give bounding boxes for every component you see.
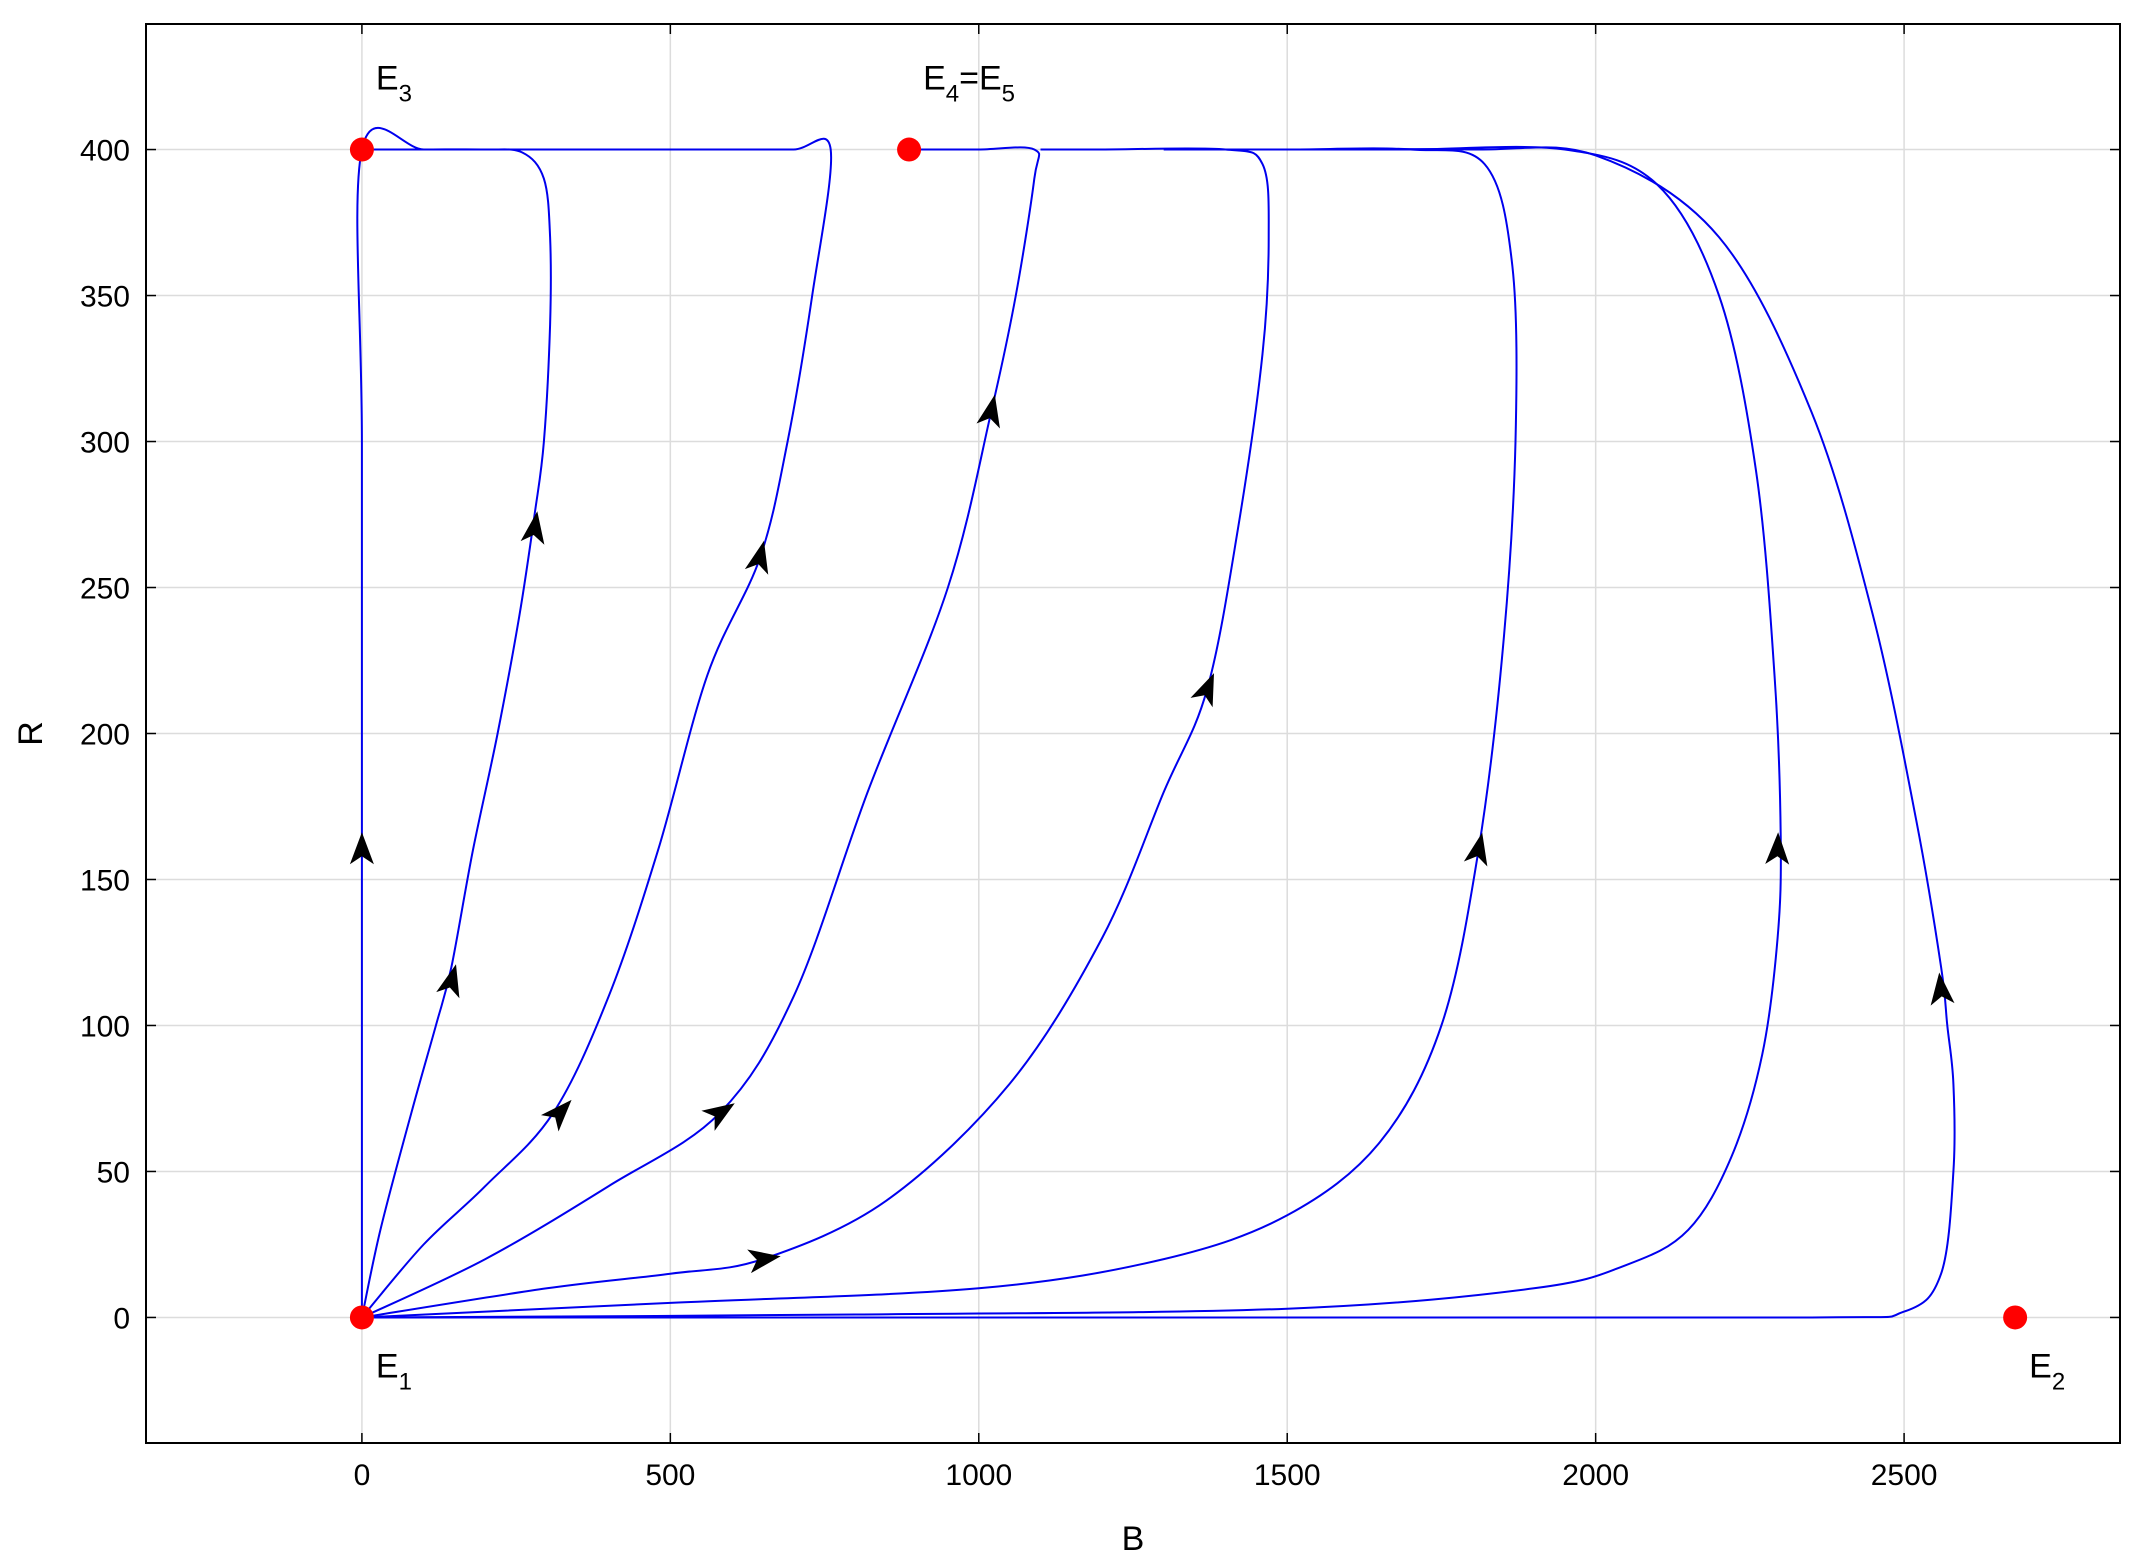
y-tick-label: 300 bbox=[80, 427, 130, 460]
trajectory-line bbox=[361, 147, 1518, 1319]
equilibrium-label: E1 bbox=[376, 1347, 412, 1395]
equilibrium-label: E2 bbox=[2029, 1347, 2065, 1395]
x-tick-label: 2500 bbox=[1871, 1459, 1938, 1492]
direction-arrow bbox=[436, 964, 460, 999]
direction-arrow bbox=[747, 1249, 781, 1274]
trajectory-line bbox=[361, 146, 1041, 1319]
trajectory-series bbox=[356, 126, 1956, 1319]
x-tick-label: 0 bbox=[354, 1459, 371, 1492]
x-tick-label: 2000 bbox=[1562, 1459, 1629, 1492]
direction-arrow bbox=[1190, 673, 1215, 708]
equilibrium-label-sub2: 5 bbox=[1002, 81, 1015, 108]
equilibrium-label-base: E bbox=[376, 60, 399, 98]
equilibrium-point bbox=[897, 137, 922, 162]
x-axis-label: B bbox=[1122, 1520, 1145, 1558]
direction-arrow bbox=[520, 511, 545, 545]
equilibrium-point bbox=[349, 137, 374, 162]
y-tick-label: 100 bbox=[80, 1010, 130, 1043]
equilibrium-label-sub: 2 bbox=[2052, 1368, 2065, 1395]
equilibrium-label-sub: 4 bbox=[946, 81, 959, 108]
direction-arrow bbox=[701, 1103, 735, 1131]
equilibrium-label-tail: =E bbox=[959, 60, 1002, 98]
trajectory-line bbox=[356, 126, 547, 1318]
y-axis-ticks: 0 50 100 150 200 250 300 350 400 bbox=[80, 135, 2120, 1335]
direction-arrows bbox=[349, 394, 1955, 1274]
equilibrium-label-sub: 3 bbox=[399, 81, 412, 108]
x-tick-label: 500 bbox=[645, 1459, 695, 1492]
equilibrium-label-base: E bbox=[376, 1347, 399, 1385]
trajectory-line bbox=[361, 145, 1782, 1319]
y-tick-label: 250 bbox=[80, 573, 130, 606]
x-axis-ticks: 0 500 1000 1500 2000 2500 bbox=[354, 24, 1938, 1492]
y-tick-label: 400 bbox=[80, 135, 130, 168]
y-tick-label: 0 bbox=[113, 1302, 130, 1335]
y-tick-label: 50 bbox=[97, 1156, 130, 1189]
equilibrium-label: E3 bbox=[376, 60, 412, 108]
direction-arrow bbox=[744, 540, 769, 575]
trajectory-line bbox=[361, 146, 1956, 1319]
equilibrium-label-base: E bbox=[923, 60, 946, 98]
y-axis-label: R bbox=[12, 721, 50, 746]
y-tick-label: 350 bbox=[80, 281, 130, 314]
direction-arrow bbox=[976, 394, 1000, 429]
equilibrium-point bbox=[349, 1305, 374, 1330]
direction-arrow bbox=[1930, 972, 1955, 1006]
grid-lines bbox=[146, 24, 2120, 1443]
trajectory-line bbox=[361, 137, 833, 1319]
equilibrium-label-base: E bbox=[2029, 1347, 2052, 1385]
trajectory-line bbox=[361, 147, 1270, 1319]
trajectory-line bbox=[360, 148, 552, 1318]
direction-arrow bbox=[1463, 832, 1488, 867]
direction-arrow bbox=[1765, 832, 1790, 865]
equilibrium-label-sub: 1 bbox=[399, 1368, 412, 1395]
y-tick-label: 150 bbox=[80, 864, 130, 897]
equilibrium-label: E4=E5 bbox=[923, 60, 1015, 108]
x-tick-label: 1500 bbox=[1254, 1459, 1321, 1492]
equilibrium-point bbox=[2003, 1305, 2028, 1330]
y-tick-label: 200 bbox=[80, 719, 130, 752]
direction-arrow bbox=[349, 832, 374, 865]
direction-arrow bbox=[540, 1099, 572, 1132]
x-tick-label: 1000 bbox=[945, 1459, 1012, 1492]
